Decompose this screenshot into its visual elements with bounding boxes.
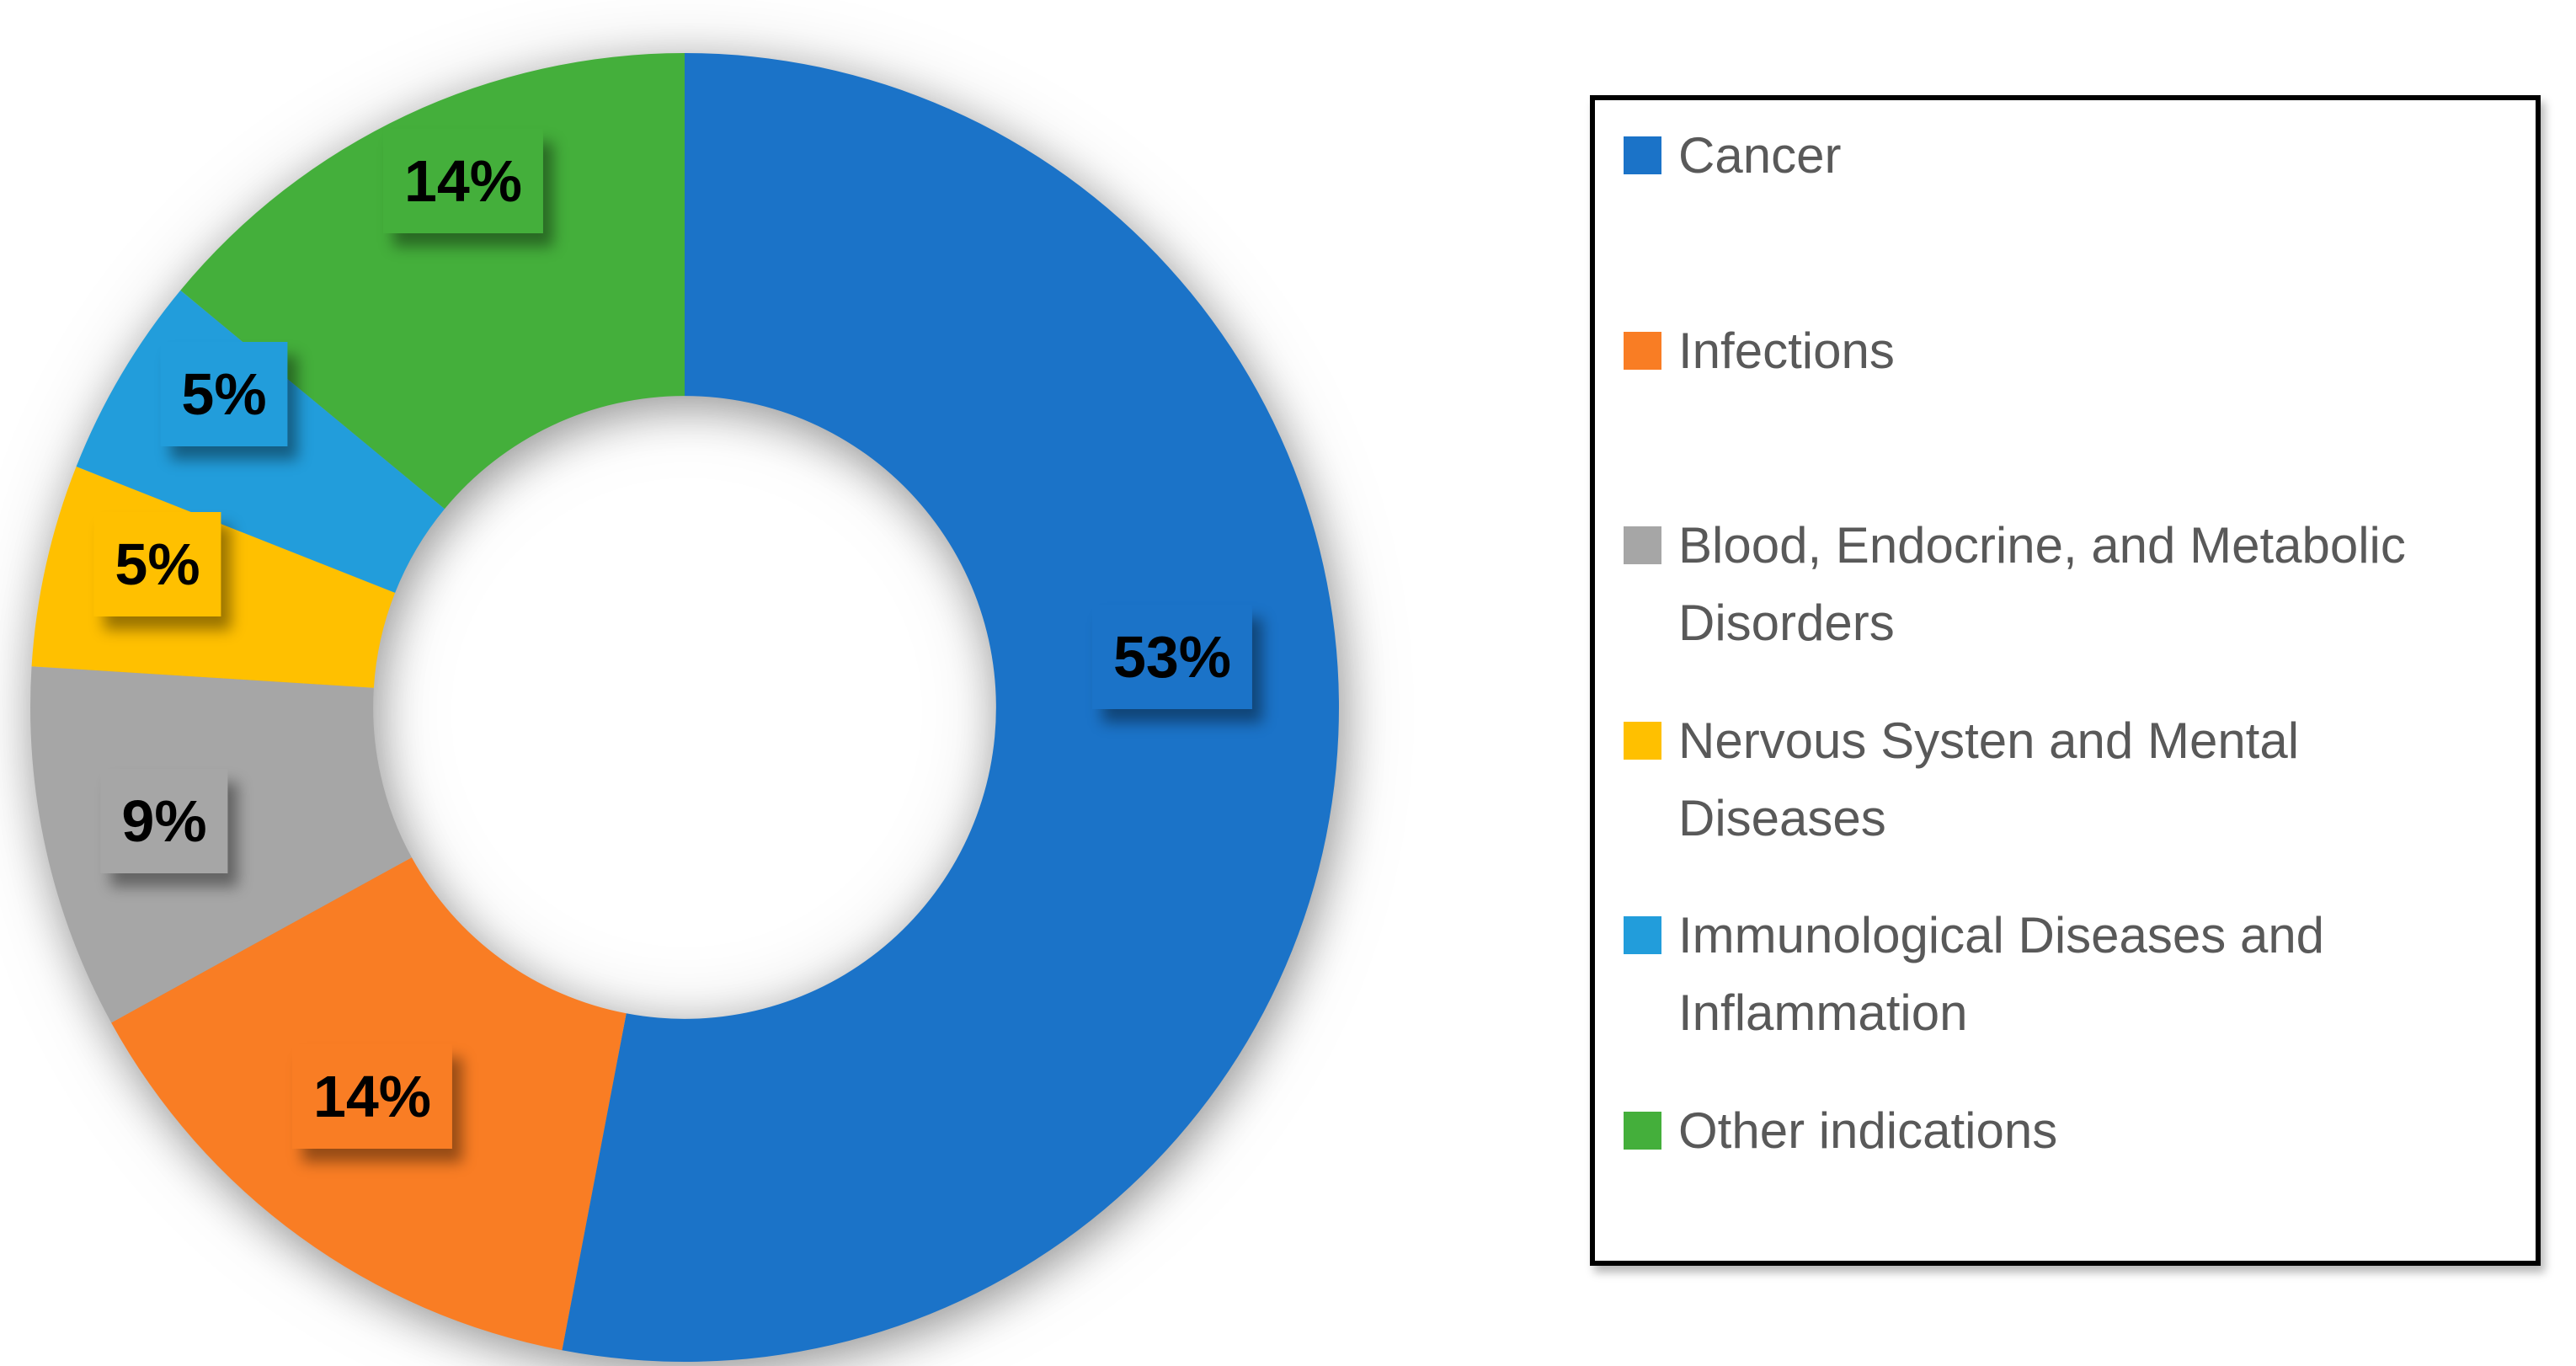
legend-item-cancer: Cancer	[1624, 117, 2537, 195]
slice-data-label-1: 14%	[291, 1044, 453, 1149]
slice-data-label-0: 53%	[1091, 605, 1253, 709]
pie-slice-5	[180, 52, 685, 510]
legend-swatch-cancer	[1624, 136, 1661, 174]
legend-label: Infections	[1678, 323, 1895, 379]
legend-label: Nervous Systen and Mental Diseases	[1678, 712, 2300, 846]
slice-data-label-4: 5%	[160, 342, 288, 446]
legend: Cancer Infections Blood, Endocrine, and …	[1590, 95, 2541, 1266]
legend-item-infections: Infections	[1624, 312, 2537, 390]
legend-swatch-immunological-inflammation	[1624, 916, 1661, 954]
slice-data-label-2: 9%	[100, 769, 228, 873]
legend-label: Other indications	[1678, 1102, 2058, 1159]
pie-slice-0	[562, 53, 1339, 1362]
legend-item-other-indications: Other indications	[1624, 1092, 2537, 1170]
slice-data-label-5: 14%	[382, 129, 544, 233]
legend-item-blood-endocrine-metabolic: Blood, Endocrine, and Metabolic Disorder…	[1624, 507, 2537, 662]
legend-swatch-other-indications	[1624, 1112, 1661, 1150]
legend-swatch-infections	[1624, 332, 1661, 370]
legend-label: Immunological Diseases and Inflammation	[1678, 907, 2325, 1041]
slice-data-label-3: 5%	[93, 512, 221, 616]
legend-item-immunological-inflammation: Immunological Diseases and Inflammation	[1624, 897, 2537, 1052]
legend-swatch-nervous-mental	[1624, 722, 1661, 760]
legend-item-nervous-mental: Nervous Systen and Mental Diseases	[1624, 702, 2537, 857]
legend-label: Blood, Endocrine, and Metabolic Disorder…	[1678, 517, 2406, 651]
legend-label: Cancer	[1678, 127, 1842, 184]
legend-swatch-blood-endocrine-metabolic	[1624, 526, 1661, 564]
